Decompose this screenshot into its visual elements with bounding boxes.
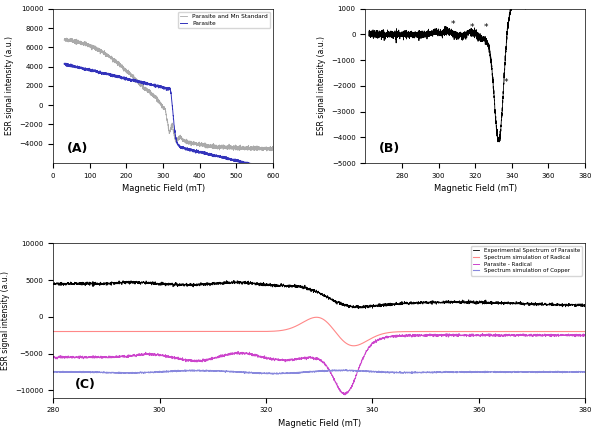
Parasite - Radical <box>277 357 284 363</box>
Parasite and Mn Standard <box>97 47 104 52</box>
Legend: Parasite and Mn Standard, Parasite: Parasite and Mn Standard, Parasite <box>178 12 270 28</box>
Experimental Spectrum of Parasite <box>582 303 589 309</box>
Spectrum simulation of Copper <box>342 367 349 372</box>
Parasite <box>265 165 272 170</box>
Line: Spectrum simulation of Radical: Spectrum simulation of Radical <box>53 317 585 346</box>
Spectrum simulation of Copper <box>142 371 149 376</box>
X-axis label: Magnetic Field (mT): Magnetic Field (mT) <box>434 184 517 193</box>
Spectrum simulation of Copper <box>111 370 118 375</box>
Y-axis label: ESR signal intensity (a.u.): ESR signal intensity (a.u.) <box>1 271 9 370</box>
Parasite <box>269 167 277 172</box>
Text: (A): (A) <box>66 142 87 155</box>
Line: Experimental Spectrum of Parasite: Experimental Spectrum of Parasite <box>53 281 585 309</box>
Spectrum simulation of Copper <box>514 369 521 375</box>
Parasite and Mn Standard <box>243 145 250 150</box>
Spectrum simulation of Copper <box>50 370 57 375</box>
Text: *: * <box>484 23 488 32</box>
Text: (C): (C) <box>74 378 95 392</box>
Line: Parasite - Radical: Parasite - Radical <box>53 333 585 395</box>
Spectrum simulation of Radical <box>142 329 149 334</box>
Text: *: * <box>451 20 456 29</box>
Parasite <box>62 60 69 66</box>
X-axis label: Magnetic Field (mT): Magnetic Field (mT) <box>278 419 361 428</box>
Parasite <box>61 62 68 67</box>
Parasite - Radical <box>456 331 463 336</box>
Line: Spectrum simulation of Copper: Spectrum simulation of Copper <box>53 370 585 374</box>
Spectrum simulation of Radical <box>254 329 261 334</box>
Experimental Spectrum of Parasite <box>571 303 579 309</box>
Experimental Spectrum of Parasite <box>514 301 521 306</box>
Parasite - Radical <box>50 354 57 360</box>
Spectrum simulation of Radical <box>582 329 589 334</box>
Parasite <box>141 80 148 85</box>
Spectrum simulation of Radical <box>571 329 579 334</box>
Parasite and Mn Standard <box>61 38 68 43</box>
Experimental Spectrum of Parasite <box>50 282 57 287</box>
Parasite - Radical <box>142 352 149 357</box>
Parasite - Radical <box>571 332 579 337</box>
Spectrum simulation of Radical <box>111 329 118 334</box>
Text: *: * <box>504 78 509 87</box>
Parasite and Mn Standard <box>265 146 272 151</box>
Spectrum simulation of Copper <box>269 371 276 377</box>
Parasite <box>97 69 104 75</box>
Parasite <box>150 83 157 88</box>
Y-axis label: ESR signal intensity (a.u.): ESR signal intensity (a.u.) <box>5 36 14 135</box>
Parasite - Radical <box>342 392 349 398</box>
Parasite and Mn Standard <box>263 149 270 154</box>
Parasite and Mn Standard <box>141 86 148 91</box>
Experimental Spectrum of Parasite <box>111 281 118 286</box>
Spectrum simulation of Copper <box>277 371 284 376</box>
Parasite and Mn Standard <box>85 42 92 48</box>
Spectrum simulation of Radical <box>313 315 320 320</box>
Parasite - Radical <box>514 333 521 338</box>
Experimental Spectrum of Parasite <box>142 280 149 285</box>
Parasite - Radical <box>582 333 589 338</box>
Spectrum simulation of Copper <box>571 369 579 375</box>
Spectrum simulation of Copper <box>254 370 261 375</box>
Parasite and Mn Standard <box>150 93 157 98</box>
Parasite and Mn Standard <box>63 35 70 41</box>
Line: Parasite: Parasite <box>64 63 273 170</box>
Experimental Spectrum of Parasite <box>277 281 284 287</box>
Spectrum simulation of Radical <box>514 329 521 334</box>
Text: (B): (B) <box>378 142 400 155</box>
Spectrum simulation of Radical <box>50 329 57 334</box>
Spectrum simulation of Radical <box>350 343 357 348</box>
Parasite - Radical <box>111 355 118 361</box>
Parasite <box>243 160 250 165</box>
X-axis label: Magnetic Field (mT): Magnetic Field (mT) <box>122 184 204 193</box>
Text: *: * <box>469 23 474 32</box>
Legend: Experimental Spectrum of Parasite, Spectrum simulation of Radical, Parasite - Ra: Experimental Spectrum of Parasite, Spect… <box>470 246 582 276</box>
Experimental Spectrum of Parasite <box>230 278 238 283</box>
Experimental Spectrum of Parasite <box>355 306 362 311</box>
Line: Parasite and Mn Standard: Parasite and Mn Standard <box>64 38 273 151</box>
Y-axis label: ESR signal intensity (a.u.): ESR signal intensity (a.u.) <box>317 36 326 135</box>
Spectrum simulation of Radical <box>277 328 284 333</box>
Experimental Spectrum of Parasite <box>254 281 261 286</box>
Parasite <box>268 167 275 173</box>
Parasite and Mn Standard <box>269 146 277 151</box>
Spectrum simulation of Copper <box>582 369 589 375</box>
Parasite - Radical <box>254 354 261 359</box>
Parasite <box>85 66 92 71</box>
